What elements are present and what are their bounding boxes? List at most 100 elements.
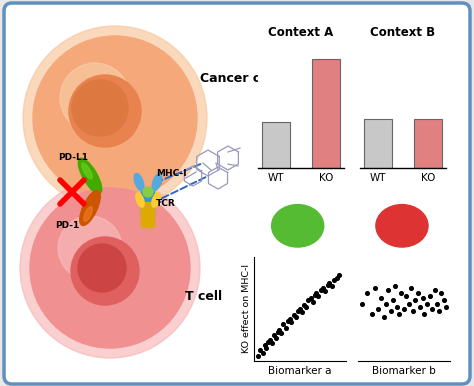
Bar: [414, 119, 442, 168]
Circle shape: [23, 26, 207, 210]
Point: [296, 306, 303, 312]
Point: [374, 306, 382, 312]
Point: [262, 345, 269, 352]
Point: [389, 297, 397, 303]
Point: [274, 328, 282, 335]
Point: [402, 293, 410, 300]
Point: [279, 321, 287, 327]
Point: [423, 300, 431, 306]
Point: [286, 316, 293, 322]
FancyBboxPatch shape: [4, 3, 470, 384]
Point: [313, 290, 320, 296]
Point: [304, 297, 312, 303]
Point: [359, 300, 366, 306]
Circle shape: [78, 244, 126, 292]
X-axis label: Biomarker a: Biomarker a: [268, 366, 331, 376]
Point: [405, 300, 412, 306]
Point: [292, 314, 300, 320]
Point: [324, 282, 331, 288]
Point: [377, 295, 385, 301]
FancyBboxPatch shape: [142, 188, 155, 217]
Text: PD-L1: PD-L1: [58, 154, 88, 163]
Title: Context B: Context B: [370, 26, 436, 39]
Point: [291, 312, 298, 318]
Point: [309, 298, 317, 305]
Point: [256, 347, 264, 354]
Point: [396, 311, 403, 317]
Point: [408, 285, 415, 291]
Bar: [364, 119, 392, 168]
Point: [264, 339, 272, 345]
Point: [335, 273, 342, 279]
Point: [301, 301, 308, 308]
Point: [259, 349, 266, 356]
Ellipse shape: [136, 193, 144, 207]
Point: [294, 308, 302, 314]
Ellipse shape: [82, 163, 92, 179]
Ellipse shape: [80, 191, 100, 225]
Ellipse shape: [84, 207, 92, 221]
Point: [311, 292, 319, 298]
Point: [255, 353, 262, 359]
Title: Context A: Context A: [268, 26, 334, 39]
Text: MHC-I: MHC-I: [156, 169, 187, 178]
Ellipse shape: [134, 173, 144, 191]
Point: [382, 300, 389, 306]
Point: [393, 304, 401, 310]
X-axis label: Biomarker b: Biomarker b: [372, 366, 436, 376]
Ellipse shape: [152, 173, 162, 191]
Point: [437, 290, 445, 296]
Circle shape: [71, 237, 139, 305]
Point: [288, 319, 295, 325]
Point: [400, 306, 408, 312]
Point: [380, 314, 388, 320]
Circle shape: [30, 188, 190, 348]
Point: [284, 318, 292, 324]
Point: [328, 283, 336, 289]
Point: [426, 293, 434, 300]
Circle shape: [72, 80, 128, 136]
Point: [411, 297, 419, 303]
Point: [326, 279, 333, 286]
Point: [272, 335, 280, 341]
Point: [384, 287, 392, 293]
Point: [268, 340, 276, 346]
Text: PD-1: PD-1: [55, 222, 79, 230]
Point: [416, 304, 424, 310]
Text: T cell: T cell: [185, 290, 222, 303]
Point: [270, 332, 278, 338]
Point: [319, 285, 327, 291]
Bar: [262, 122, 290, 168]
Point: [442, 304, 449, 310]
Point: [428, 306, 436, 312]
Bar: [312, 59, 340, 168]
Point: [317, 287, 325, 293]
Ellipse shape: [78, 158, 102, 194]
Point: [302, 304, 310, 310]
Point: [363, 290, 371, 296]
Point: [298, 309, 305, 315]
Point: [431, 287, 438, 293]
Point: [419, 295, 426, 301]
Point: [420, 311, 428, 317]
Point: [414, 290, 422, 296]
Point: [261, 342, 268, 348]
Point: [440, 297, 447, 303]
Point: [276, 327, 283, 333]
Point: [436, 308, 443, 314]
Text: Cancer cell: Cancer cell: [200, 71, 277, 85]
Point: [315, 293, 322, 300]
Point: [321, 288, 328, 294]
Circle shape: [60, 63, 130, 133]
Point: [387, 308, 395, 314]
Circle shape: [20, 178, 200, 358]
Point: [391, 283, 399, 289]
Text: TCR: TCR: [156, 200, 176, 208]
Point: [333, 274, 340, 281]
Circle shape: [143, 187, 153, 197]
Point: [282, 325, 290, 331]
Point: [266, 337, 274, 343]
Text: ✔: ✔: [285, 212, 311, 240]
Point: [368, 311, 375, 317]
Ellipse shape: [152, 193, 160, 207]
